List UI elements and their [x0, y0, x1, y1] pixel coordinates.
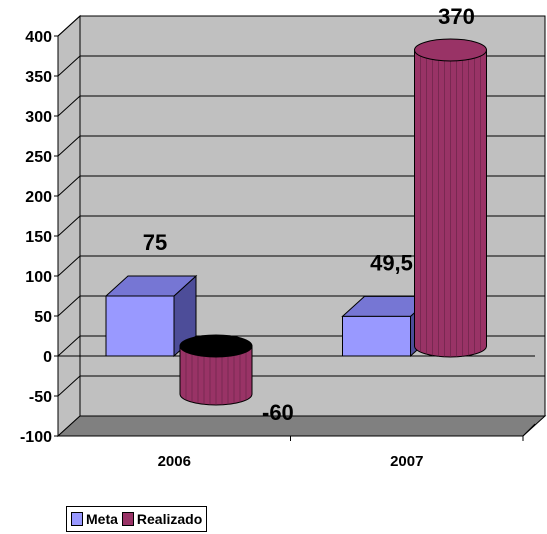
- legend-swatch-meta: [71, 512, 83, 526]
- gridline: [57, 175, 545, 197]
- x-tick-label: 2007: [390, 453, 423, 470]
- data-label-realizado: -60: [262, 400, 294, 425]
- gridline: [57, 375, 545, 397]
- legend-label-meta: Meta: [86, 511, 118, 527]
- x-axis-end: [522, 423, 536, 437]
- x-tick-label: 2006: [158, 453, 191, 470]
- legend-item-realizado: Realizado: [121, 511, 203, 527]
- bar-meta: [342, 315, 411, 357]
- gridline: [57, 135, 545, 157]
- bar-realizado-top: [179, 334, 253, 358]
- data-label-meta: 49,5: [370, 250, 413, 275]
- data-labels: 75 -60 49,5 370: [143, 4, 475, 425]
- y-tick-label: 200: [25, 189, 52, 206]
- gridline: [57, 215, 545, 237]
- bar-realizado-top: [414, 38, 487, 62]
- legend-swatch-realizado: [121, 512, 134, 526]
- bar-meta: [105, 295, 175, 357]
- legend-item-meta: Meta: [71, 511, 118, 527]
- y-tick-label: 250: [25, 149, 52, 166]
- gridline: [57, 95, 545, 117]
- y-tick-label: 100: [25, 269, 52, 286]
- bars: [104, 38, 487, 406]
- y-tick-label: 300: [25, 109, 52, 126]
- gridline: [57, 255, 545, 277]
- y-tick-label: 350: [25, 69, 52, 86]
- legend-label-realizado: Realizado: [136, 511, 203, 527]
- y-tick-label: 400: [25, 29, 52, 46]
- axes: 400 350 300 250 200 150 100 50 0 -50 -100 2006 2007: [20, 29, 536, 470]
- y-tick-label: -100: [20, 429, 52, 446]
- data-label-realizado: 370: [438, 4, 475, 29]
- y-tick-label: -50: [29, 389, 52, 406]
- gridline: [57, 55, 545, 77]
- y-tick-label: 50: [34, 309, 52, 326]
- legend: Meta Realizado: [66, 506, 208, 532]
- floor: [56, 415, 547, 437]
- data-label-meta: 75: [143, 230, 167, 255]
- y-tick-label: 150: [25, 229, 52, 246]
- y-tick-label: 0: [43, 349, 52, 366]
- gridline: [57, 15, 545, 37]
